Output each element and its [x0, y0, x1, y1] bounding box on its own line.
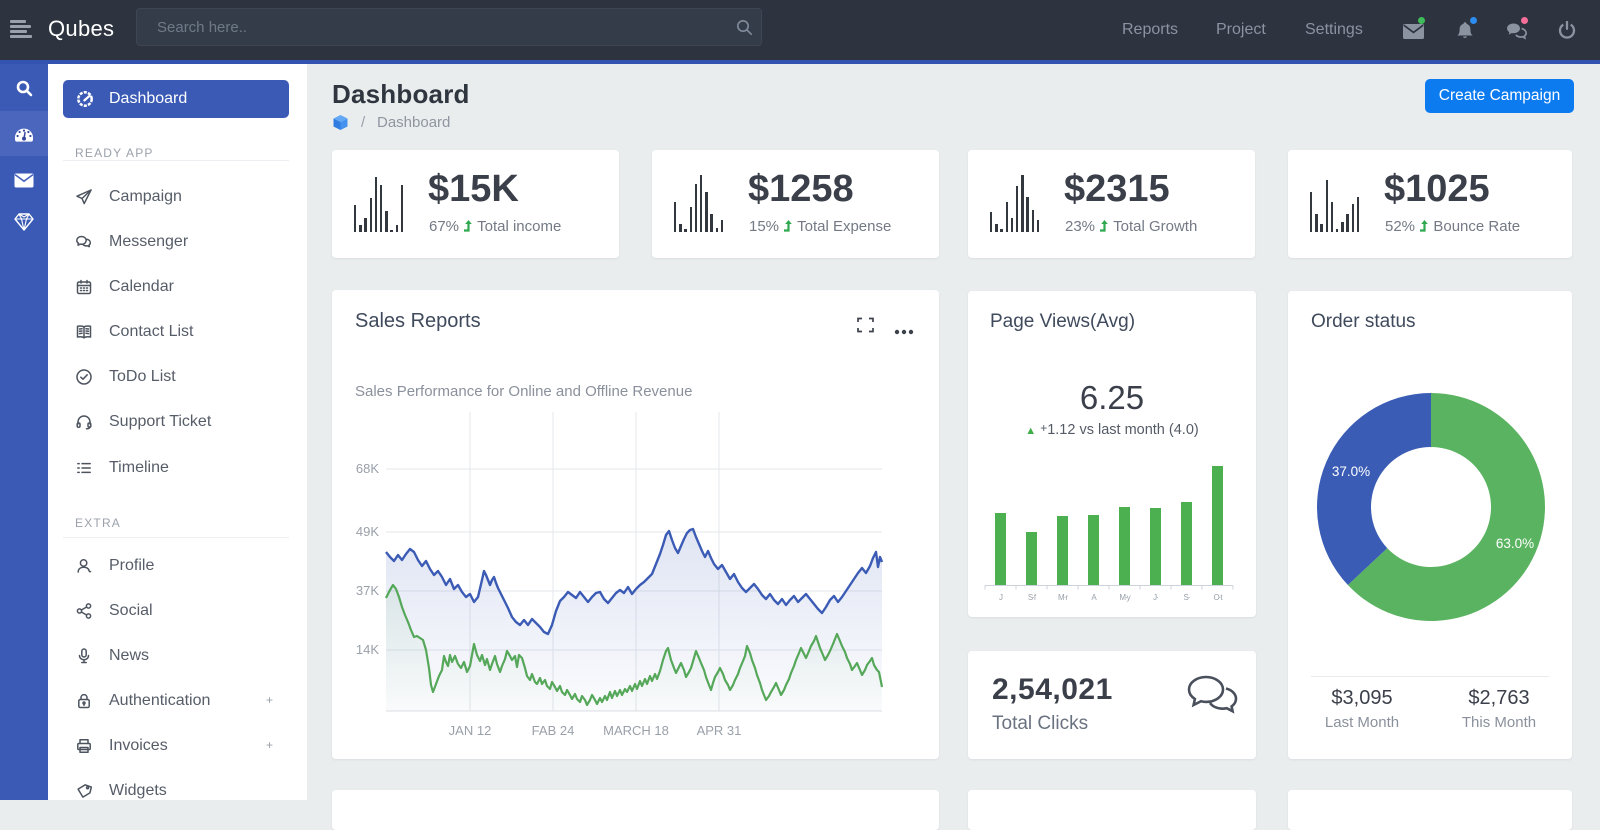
svg-text:JAN 12: JAN 12 [449, 723, 492, 738]
svg-text:49K: 49K [356, 524, 379, 539]
svg-text:37.0%: 37.0% [1332, 464, 1370, 479]
svg-text:FAB 24: FAB 24 [532, 723, 575, 738]
svg-text:APR 31: APR 31 [697, 723, 742, 738]
svg-text:63.0%: 63.0% [1496, 536, 1534, 551]
svg-text:MARCH 18: MARCH 18 [603, 723, 669, 738]
svg-text:37K: 37K [356, 583, 379, 598]
svg-text:14K: 14K [356, 642, 379, 657]
svg-text:68K: 68K [356, 461, 379, 476]
